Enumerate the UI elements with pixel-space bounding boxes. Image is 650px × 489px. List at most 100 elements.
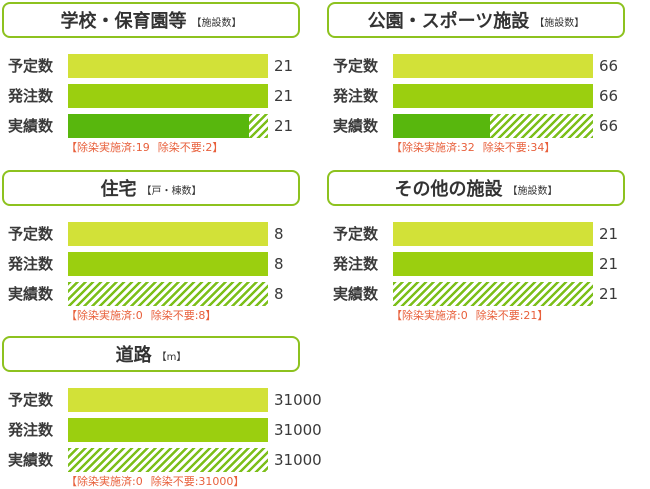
breakdown-note: 【除染実施済:0 除染不要:21】 <box>391 307 556 323</box>
panel-header: 学校・保育園等 【施設数】 <box>2 2 300 38</box>
row-label: 発注数 <box>333 87 379 105</box>
note-not-required: 除染不要:31000】 <box>150 475 245 488</box>
note-done: 【除染実施済:19 <box>66 141 150 154</box>
panel-unit: 【戸・棟数】 <box>141 186 202 197</box>
panel-title: 住宅 <box>100 179 137 200</box>
row-ordered: 発注数 66 <box>327 84 647 108</box>
bar-track <box>68 448 268 472</box>
breakdown-note: 【除染実施済:0 除染不要:31000】 <box>66 473 252 489</box>
bar-ordered <box>68 418 268 442</box>
row-label: 実績数 <box>333 285 379 303</box>
bar-planned <box>68 388 268 412</box>
bar-track <box>68 54 268 78</box>
row-achieved: 実績数 8 <box>2 282 322 306</box>
panel-housing: 住宅 【戸・棟数】 予定数 8 発注数 8 実績数 8 【除染実施済:0 除染不要… <box>2 170 322 323</box>
value-label: 31000 <box>274 421 322 439</box>
bar-ordered <box>68 252 268 276</box>
bar-planned <box>393 222 593 246</box>
note-done: 【除染実施済:0 <box>66 475 143 488</box>
bar-planned <box>68 222 268 246</box>
value-label: 31000 <box>274 391 322 409</box>
value-label: 21 <box>599 225 619 243</box>
breakdown-note: 【除染実施済:0 除染不要:8】 <box>66 307 224 323</box>
row-label: 実績数 <box>333 117 379 135</box>
bar-track <box>393 84 593 108</box>
row-label: 予定数 <box>8 225 54 243</box>
row-label: 予定数 <box>8 391 54 409</box>
panel-header: 住宅 【戸・棟数】 <box>2 170 300 206</box>
row-achieved: 実績数 31000 <box>2 448 322 472</box>
row-label: 発注数 <box>8 421 54 439</box>
row-achieved: 実績数 21 <box>327 282 647 306</box>
panel-unit: 【施設数】 <box>191 18 242 29</box>
value-label: 21 <box>274 117 294 135</box>
panel-title: その他の施設 <box>394 179 503 200</box>
bar-track <box>393 54 593 78</box>
bar-achieved-done <box>393 114 490 138</box>
bar-track <box>68 222 268 246</box>
row-label: 実績数 <box>8 285 54 303</box>
row-label: 予定数 <box>333 225 379 243</box>
row-planned: 予定数 66 <box>327 54 647 78</box>
bar-planned <box>68 54 268 78</box>
bar-track <box>393 282 593 306</box>
bar-track <box>393 222 593 246</box>
value-label: 21 <box>274 87 294 105</box>
row-label: 実績数 <box>8 117 54 135</box>
bar-track <box>393 114 593 138</box>
row-label: 発注数 <box>8 255 54 273</box>
value-label: 21 <box>274 57 294 75</box>
value-label: 21 <box>599 255 619 273</box>
bar-track <box>393 252 593 276</box>
bar-planned <box>393 54 593 78</box>
bar-achieved-not-required <box>248 114 268 138</box>
panel-unit: 【m】 <box>156 352 187 363</box>
value-label: 8 <box>274 225 284 243</box>
row-achieved: 実績数 66 <box>327 114 647 138</box>
row-ordered: 発注数 8 <box>2 252 322 276</box>
row-ordered: 発注数 21 <box>2 84 322 108</box>
value-label: 66 <box>599 87 619 105</box>
panel-title: 学校・保育園等 <box>60 11 187 32</box>
note-not-required: 除染不要:34】 <box>482 141 556 154</box>
value-label: 66 <box>599 57 619 75</box>
bar-ordered <box>393 84 593 108</box>
bar-track <box>68 282 268 306</box>
bar-ordered <box>393 252 593 276</box>
bar-achieved-not-required <box>489 114 593 138</box>
panel-header: その他の施設 【施設数】 <box>327 170 625 206</box>
bar-achieved-not-required <box>68 282 268 306</box>
row-ordered: 発注数 21 <box>327 252 647 276</box>
bar-track <box>68 84 268 108</box>
bar-achieved-done <box>68 114 249 138</box>
value-label: 8 <box>274 285 284 303</box>
row-label: 発注数 <box>333 255 379 273</box>
value-label: 66 <box>599 117 619 135</box>
panel-schools: 学校・保育園等 【施設数】 予定数 21 発注数 21 実績数 21 【除染実施… <box>2 2 322 155</box>
row-planned: 予定数 21 <box>327 222 647 246</box>
row-planned: 予定数 8 <box>2 222 322 246</box>
value-label: 21 <box>599 285 619 303</box>
row-ordered: 発注数 31000 <box>2 418 322 442</box>
panel-header: 道路 【m】 <box>2 336 300 372</box>
panel-parks: 公園・スポーツ施設 【施設数】 予定数 66 発注数 66 実績数 66 【除染… <box>327 2 647 154</box>
panel-title: 公園・スポーツ施設 <box>367 11 530 32</box>
row-label: 予定数 <box>333 57 379 75</box>
row-label: 予定数 <box>8 57 54 75</box>
bar-achieved-not-required <box>393 282 593 306</box>
bar-track <box>68 418 268 442</box>
row-label: 発注数 <box>8 87 54 105</box>
breakdown-note: 【除染実施済:19 除染不要:2】 <box>66 139 231 155</box>
panel-other-facilities: その他の施設 【施設数】 予定数 21 発注数 21 実績数 21 【除染実施済… <box>327 170 647 323</box>
note-not-required: 除染不要:8】 <box>150 309 217 322</box>
panel-roads: 道路 【m】 予定数 31000 発注数 31000 実績数 31000 【除染… <box>2 336 322 489</box>
bar-track <box>68 388 268 412</box>
row-planned: 予定数 31000 <box>2 388 322 412</box>
note-done: 【除染実施済:0 <box>66 309 143 322</box>
panel-title: 道路 <box>115 345 152 366</box>
panel-header: 公園・スポーツ施設 【施設数】 <box>327 2 625 38</box>
value-label: 31000 <box>274 451 322 469</box>
panel-unit: 【施設数】 <box>507 186 558 197</box>
bar-track <box>68 252 268 276</box>
row-label: 実績数 <box>8 451 54 469</box>
